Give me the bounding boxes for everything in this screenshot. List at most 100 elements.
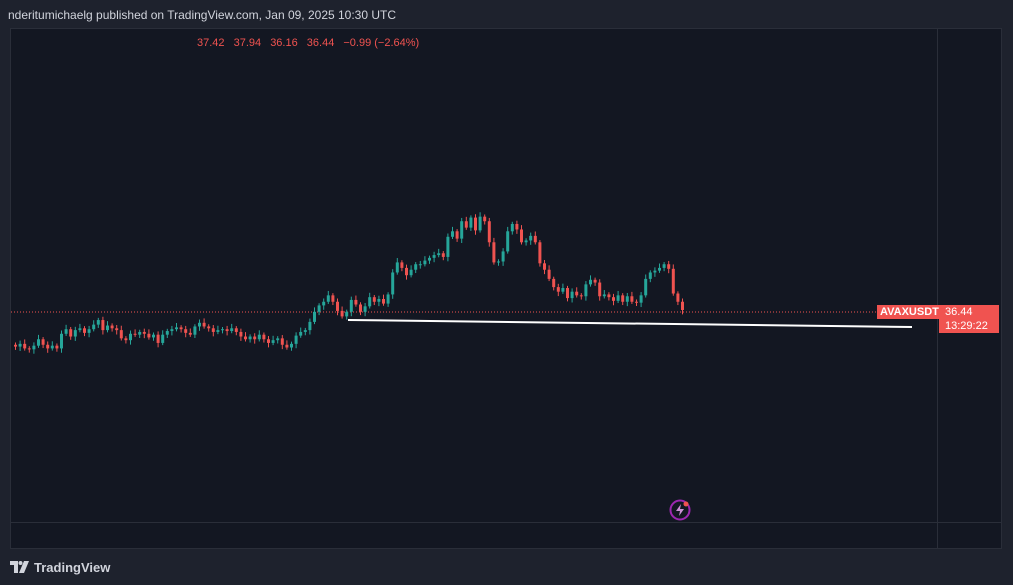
candle-body bbox=[303, 330, 307, 332]
candle-body bbox=[92, 324, 96, 330]
candle-body bbox=[644, 278, 648, 296]
candle-body bbox=[50, 345, 54, 349]
candle-body bbox=[584, 284, 588, 297]
time-scale-divider bbox=[11, 522, 1001, 523]
candle-body bbox=[524, 240, 528, 243]
candle-body bbox=[32, 345, 36, 350]
candle-body bbox=[290, 343, 293, 348]
candle-body bbox=[418, 264, 422, 266]
candle-body bbox=[129, 333, 132, 341]
candle-body bbox=[27, 348, 31, 350]
candle-body bbox=[602, 294, 606, 297]
candle-body bbox=[18, 343, 22, 347]
ohlc-high: 37.94 bbox=[233, 37, 262, 49]
candle-body bbox=[363, 306, 367, 312]
candle-body bbox=[64, 329, 68, 334]
candle-body bbox=[83, 328, 86, 333]
candle-body bbox=[230, 328, 234, 332]
candle-body bbox=[138, 331, 142, 335]
support-trendline bbox=[347, 319, 913, 328]
publisher-line: nderitumichaelg published on TradingView… bbox=[8, 8, 397, 22]
candle-body bbox=[239, 331, 243, 337]
candle-body bbox=[78, 328, 82, 331]
candle-body bbox=[322, 301, 326, 306]
candle-body bbox=[616, 295, 620, 301]
candle-body bbox=[359, 304, 362, 312]
candle-body bbox=[280, 338, 284, 345]
candle-body bbox=[349, 299, 353, 312]
candle-body bbox=[115, 328, 119, 331]
candle-body bbox=[69, 329, 73, 337]
candle-body bbox=[575, 291, 579, 296]
candle-body bbox=[317, 305, 321, 312]
candle-body bbox=[662, 264, 666, 268]
tradingview-footer[interactable]: TradingView bbox=[10, 559, 110, 575]
candle-body bbox=[179, 327, 183, 330]
candle-body bbox=[221, 329, 224, 331]
ohlc-close: 36.44 bbox=[306, 37, 335, 49]
candle-body bbox=[257, 334, 261, 340]
candle-body bbox=[101, 320, 105, 331]
candle-body bbox=[193, 326, 197, 335]
candle-body bbox=[593, 279, 597, 283]
candle-body bbox=[589, 279, 592, 285]
ohlc-change: −0.99 (−2.64%) bbox=[343, 37, 420, 49]
lightning-bolt-icon[interactable] bbox=[669, 499, 691, 521]
candle-body bbox=[184, 329, 188, 333]
chart-pane[interactable]: 37.42 37.94 36.16 36.44 −0.99 (−2.64%) A… bbox=[10, 28, 1002, 549]
candle-body bbox=[648, 272, 652, 279]
candle-body bbox=[331, 295, 335, 302]
candle-body bbox=[409, 269, 413, 276]
candle-body bbox=[441, 253, 445, 257]
ohlc-legend: 37.42 37.94 36.16 36.44 −0.99 (−2.64%) bbox=[197, 37, 425, 49]
candle-body bbox=[372, 297, 376, 302]
candle-body bbox=[299, 331, 303, 336]
candle-body bbox=[446, 236, 450, 257]
candle-body bbox=[432, 255, 436, 258]
candle-body bbox=[570, 291, 574, 299]
candle-body bbox=[73, 330, 77, 337]
candle-body bbox=[478, 216, 482, 231]
candle-body bbox=[165, 331, 169, 335]
candle-body bbox=[147, 333, 151, 338]
candle-body bbox=[234, 328, 238, 332]
last-price-tag: 36.44 13:29:22 bbox=[939, 305, 999, 333]
candle-body bbox=[198, 322, 201, 327]
price-scale-divider bbox=[937, 29, 938, 548]
candle-body bbox=[538, 242, 542, 264]
candle-body bbox=[533, 235, 537, 243]
bar-countdown: 13:29:22 bbox=[945, 320, 988, 332]
candle-body bbox=[621, 295, 625, 302]
candle-body bbox=[202, 322, 206, 327]
candle-body bbox=[464, 221, 468, 228]
candlestick-plot[interactable] bbox=[11, 29, 1001, 548]
candle-body bbox=[547, 269, 551, 279]
candle-body bbox=[276, 338, 280, 341]
candle-body bbox=[414, 264, 418, 270]
candle-body bbox=[460, 221, 464, 239]
candle-body bbox=[37, 339, 40, 346]
candle-body bbox=[326, 295, 330, 302]
candle-body bbox=[658, 267, 661, 271]
candle-body bbox=[152, 334, 155, 338]
tradingview-brand: TradingView bbox=[34, 559, 111, 575]
candle-body bbox=[428, 257, 431, 261]
candle-body bbox=[46, 344, 50, 349]
candle-body bbox=[133, 333, 137, 335]
candle-body bbox=[671, 268, 675, 294]
candle-body bbox=[386, 294, 390, 304]
candle-body bbox=[211, 328, 215, 332]
candle-body bbox=[253, 336, 257, 340]
symbol-label: AVAXUSDT bbox=[877, 305, 942, 319]
ohlc-low: 36.16 bbox=[270, 37, 298, 49]
candle-body bbox=[515, 223, 519, 230]
candle-body bbox=[262, 334, 266, 340]
candle-body bbox=[248, 336, 252, 340]
candle-body bbox=[681, 301, 684, 310]
candle-body bbox=[497, 261, 500, 263]
candle-body bbox=[294, 335, 298, 344]
candle-body bbox=[244, 336, 247, 340]
candle-body bbox=[156, 334, 160, 343]
candle-body bbox=[313, 311, 316, 322]
candle-body bbox=[285, 344, 289, 348]
